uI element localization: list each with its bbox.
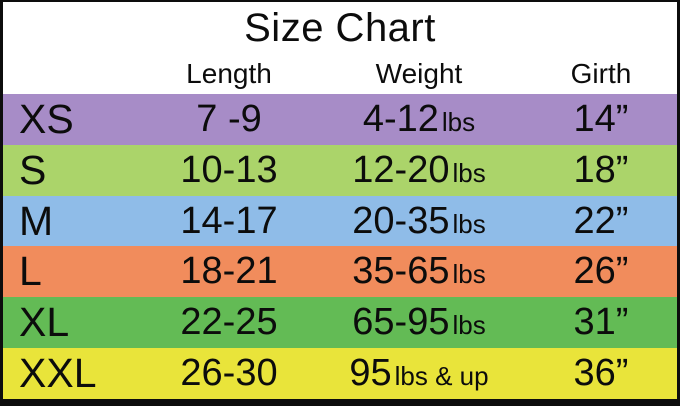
weight-value: 35-65 lbs — [313, 250, 525, 293]
weight-number: 65-95 — [352, 301, 450, 344]
column-header-weight: Weight — [375, 58, 463, 89]
weight-value: 12-20 lbs — [313, 149, 525, 192]
column-header-length: Length — [186, 58, 272, 89]
weight-value: 65-95 lbs — [313, 301, 525, 344]
weight-number: 20-35 — [352, 199, 450, 242]
size-label: XL — [19, 299, 70, 346]
girth-value: 26” — [573, 250, 629, 293]
girth-value: 36” — [573, 352, 629, 395]
weight-value: 20-35 lbs — [313, 200, 525, 243]
girth-value: 22” — [573, 199, 629, 242]
table-row-xs: XS 7 -9 4-12 lbs 14” — [3, 94, 677, 145]
girth-value: 18” — [573, 148, 629, 191]
column-headers-row: Length Weight Girth — [3, 51, 677, 94]
size-label: XS — [19, 95, 74, 142]
length-value: 26-30 — [180, 352, 278, 395]
weight-unit: lbs — [452, 157, 486, 188]
weight-number: 95 — [349, 352, 392, 395]
weight-unit: lbs — [452, 310, 486, 341]
weight-number: 4-12 — [362, 97, 439, 140]
weight-unit: lbs & up — [394, 361, 489, 392]
table-row-m: M 14-17 20-35 lbs 22” — [3, 195, 677, 247]
weight-value: 95 lbs & up — [313, 352, 525, 395]
weight-number: 12-20 — [352, 148, 450, 191]
length-value: 22-25 — [180, 301, 278, 344]
weight-number: 35-65 — [352, 250, 450, 293]
size-label: S — [19, 146, 47, 193]
table-row-xxl: XXL 26-30 95 lbs & up 36” — [3, 348, 677, 399]
table-row-xl: XL 22-25 65-95 lbs 31” — [3, 297, 677, 349]
chart-header: Size Chart Length Weight Girth — [3, 2, 677, 94]
weight-unit: lbs — [452, 259, 486, 290]
column-header-girth: Girth — [570, 58, 632, 89]
table-row-s: S 10-13 12-20 lbs 18” — [3, 144, 677, 196]
weight-unit: lbs — [452, 208, 486, 239]
size-rows: XS 7 -9 4-12 lbs 14” S 10-13 12-20 lbs 18”… — [3, 94, 677, 399]
table-row-l: L 18-21 35-65 lbs 26” — [3, 246, 677, 298]
weight-value: 4-12 lbs — [313, 98, 525, 141]
length-value: 10-13 — [180, 148, 278, 191]
size-label: L — [19, 248, 42, 295]
length-value: 7 -9 — [196, 97, 262, 140]
size-label: M — [19, 197, 54, 244]
chart-title: Size Chart — [244, 6, 436, 50]
girth-value: 31” — [573, 301, 629, 344]
length-value: 18-21 — [180, 250, 278, 293]
length-value: 14-17 — [180, 199, 278, 242]
girth-value: 14” — [573, 97, 629, 140]
weight-unit: lbs — [441, 106, 476, 137]
size-label: XXL — [19, 350, 97, 397]
